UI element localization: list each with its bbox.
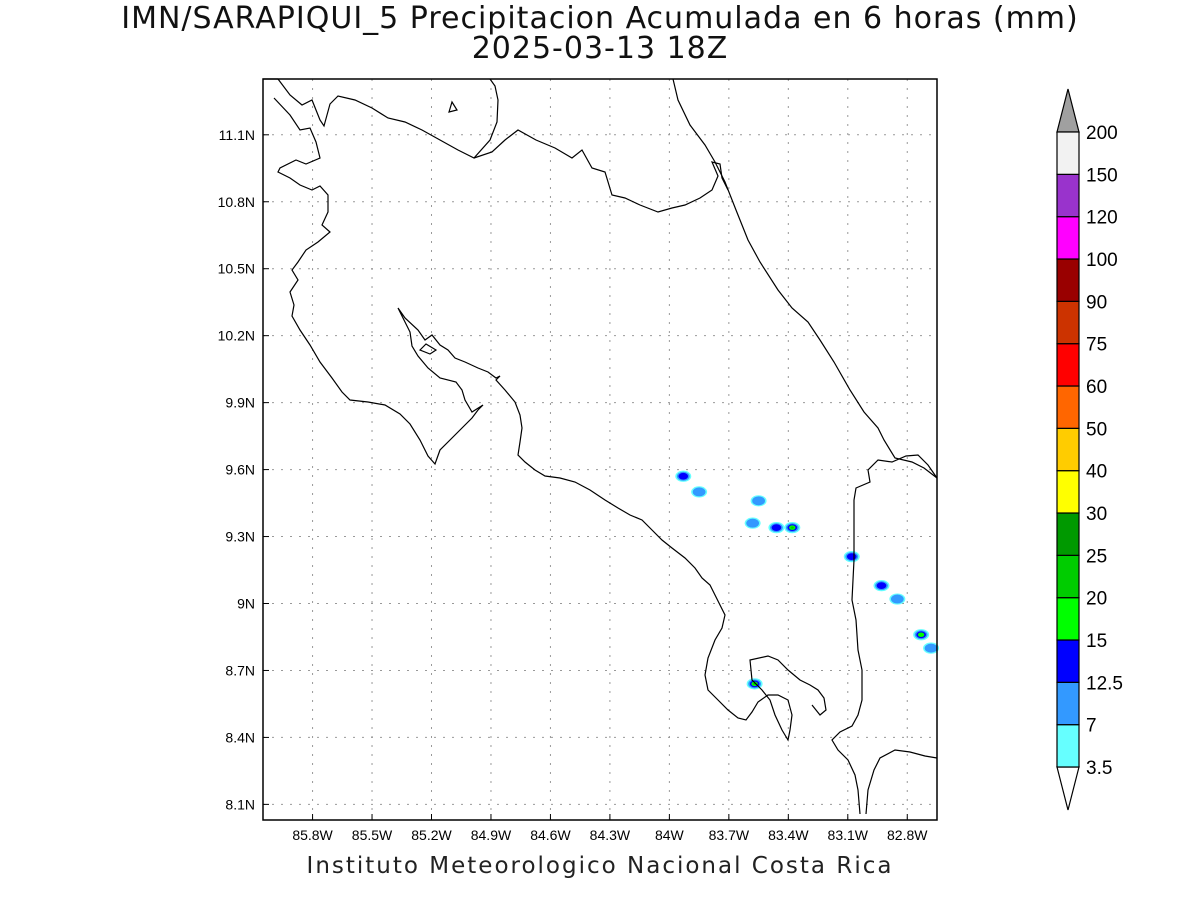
lat-tick-label: 10.8N [218,194,255,210]
precip-contour [771,524,782,531]
border-north [473,129,729,213]
lon-tick-label: 85.2W [411,827,452,843]
colorbar-label: 25 [1086,546,1107,567]
colorbar-swatch [1056,131,1080,175]
lat-tick-label: 9N [237,596,255,612]
lon-tick-label: 83.4W [768,827,809,843]
nicaragua-border [277,78,499,159]
colorbar-swatch [1056,512,1080,556]
precip-cell [913,629,930,641]
lon-tick-label: 82.8W [887,827,928,843]
precip-cell [691,486,708,498]
lon-tick-label: 83.7W [709,827,750,843]
precipitation-layer [675,470,940,690]
precip-contour [790,526,794,529]
colorbar-label: 90 [1086,292,1107,313]
colorbar-label: 100 [1086,250,1118,271]
colorbar-label: 50 [1086,419,1107,440]
colorbar-under-arrow [1056,766,1080,811]
map-frame [262,78,938,821]
gulf-island [418,343,438,355]
nicaragua-lake-island [448,100,458,113]
colorbar-label: 15 [1086,631,1107,652]
pacific-coast-central [495,375,827,742]
colorbar-label: 120 [1086,208,1118,229]
colorbar-swatch [1056,597,1080,641]
colorbar-label: 12.5 [1086,673,1123,694]
precip-contour [692,487,706,497]
precip-cell [923,642,940,654]
colorbar-swatch [1056,724,1080,768]
lat-tick-label: 10.5N [218,261,255,277]
lon-tick-label: 84.3W [590,827,631,843]
lat-tick-label: 9.3N [225,529,255,545]
lat-tick-label: 9.9N [225,395,255,411]
colorbar-label: 40 [1086,462,1107,483]
precip-contour [876,582,887,590]
panama-border [831,454,938,815]
colorbar-swatch [1056,554,1080,599]
colorbar-label: 60 [1086,377,1107,398]
lat-tick-label: 9.6N [225,462,255,478]
lon-tick-label: 84.9W [471,827,512,843]
lat-tick-label: 8.4N [225,729,255,745]
colorbar-swatch [1056,258,1080,302]
precip-cell [744,517,761,529]
panama-coast [865,749,938,815]
precip-cell [675,470,692,482]
precip-cell [873,580,890,592]
precip-contour [890,594,904,604]
precip-contour [752,496,765,506]
colorbar-swatch [1056,173,1080,218]
lon-tick-label: 84W [655,827,685,843]
precip-cell [750,495,767,507]
colorbar-label: 75 [1086,335,1107,356]
colorbar-label: 30 [1086,504,1107,525]
colorbar-over-arrow [1056,88,1080,133]
colorbar-swatch [1056,343,1080,387]
colorbar-label: 200 [1086,123,1118,144]
precip-cell [843,551,860,563]
colorbar-swatch [1056,681,1080,726]
map-date: 2025-03-13 18Z [471,31,729,66]
map-title: IMN/SARAPIQUI_5 Precipitacion Acumulada … [121,1,1079,36]
precip-contour [924,643,938,653]
colorbar-label: 20 [1086,589,1107,610]
colorbar-label: 7 [1086,716,1097,737]
precip-cell [768,522,785,534]
lon-tick-label: 85.8W [292,827,333,843]
precip-cell [784,522,801,534]
footer-credit: Instituto Meteorologico Nacional Costa R… [306,853,894,879]
lon-tick-label: 85.5W [352,827,393,843]
lat-tick-label: 11.1N [219,127,255,143]
lat-tick-label: 8.7N [225,662,255,678]
caribbean-coast [672,78,938,479]
precip-contour [678,472,689,480]
colorbar-label: 3.5 [1086,758,1112,779]
precip-contour [746,518,760,528]
colorbar-legend: 3.5 7 12.5 15 20 25 30 40 50 60 75 90 100 120 150 200 [1056,88,1123,811]
precip-contour [846,553,857,560]
colorbar-swatch [1056,216,1080,260]
lon-tick-label: 83.1W [828,827,869,843]
colorbar-swatch [1056,300,1080,345]
colorbar-label: 150 [1086,165,1118,186]
lat-tick-label: 10.2N [218,328,255,344]
map-grid [263,79,937,820]
colorbar-swatch [1056,470,1080,514]
precip-cell [889,593,906,605]
precip-contour [917,632,925,637]
colorbar-swatch [1056,639,1080,683]
colorbar-swatch [1056,427,1080,472]
colorbar-swatch [1056,385,1080,429]
coastline-layer [263,78,938,815]
lon-tick-label: 84.6W [530,827,571,843]
lat-tick-label: 8.1N [225,796,255,812]
